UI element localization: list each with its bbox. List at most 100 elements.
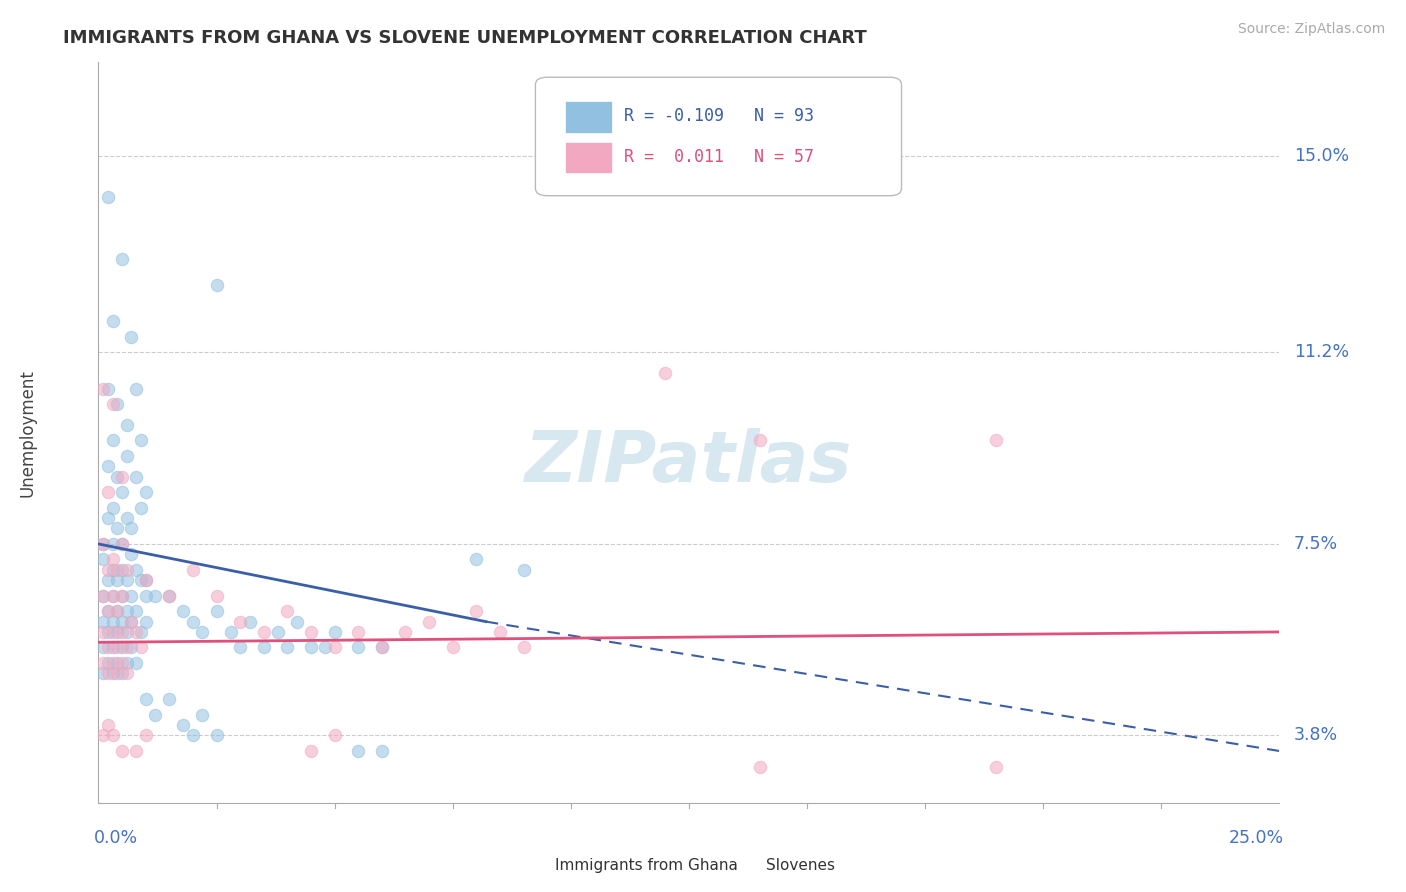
- Point: [135, 589, 157, 603]
- Bar: [565, 101, 612, 133]
- Point: [323, 729, 346, 743]
- Point: [97, 666, 120, 681]
- Point: [115, 511, 138, 525]
- Point: [465, 552, 488, 566]
- Point: [101, 434, 124, 448]
- Point: [105, 640, 128, 655]
- Point: [121, 547, 143, 561]
- Point: [105, 563, 128, 577]
- FancyBboxPatch shape: [536, 78, 901, 195]
- Point: [394, 624, 416, 639]
- Point: [143, 589, 166, 603]
- Point: [125, 744, 148, 758]
- Bar: [734, 857, 759, 873]
- Text: Source: ZipAtlas.com: Source: ZipAtlas.com: [1237, 22, 1385, 37]
- Text: 11.2%: 11.2%: [1294, 343, 1348, 361]
- Point: [299, 640, 322, 655]
- Point: [105, 624, 128, 639]
- Point: [181, 563, 204, 577]
- Point: [115, 624, 138, 639]
- Point: [121, 589, 143, 603]
- Point: [115, 604, 138, 618]
- Point: [91, 615, 114, 629]
- Point: [418, 615, 440, 629]
- Point: [347, 744, 370, 758]
- Point: [323, 624, 346, 639]
- Point: [111, 666, 134, 681]
- Point: [101, 537, 124, 551]
- Point: [111, 640, 134, 655]
- Point: [101, 397, 124, 411]
- Point: [105, 604, 128, 618]
- Point: [121, 330, 143, 344]
- Point: [115, 449, 138, 463]
- Point: [181, 615, 204, 629]
- Point: [105, 604, 128, 618]
- Point: [299, 624, 322, 639]
- Point: [125, 624, 148, 639]
- Point: [314, 640, 336, 655]
- Point: [111, 537, 134, 551]
- Point: [101, 314, 124, 328]
- Text: ZIPatlas: ZIPatlas: [526, 428, 852, 497]
- Point: [101, 589, 124, 603]
- Point: [347, 624, 370, 639]
- Point: [97, 640, 120, 655]
- Text: 0.0%: 0.0%: [94, 829, 138, 847]
- Point: [441, 640, 464, 655]
- Point: [125, 604, 148, 618]
- Point: [101, 500, 124, 515]
- Point: [129, 624, 152, 639]
- Point: [129, 640, 152, 655]
- Point: [512, 640, 534, 655]
- Point: [125, 656, 148, 670]
- Point: [115, 563, 138, 577]
- Point: [97, 604, 120, 618]
- Point: [111, 537, 134, 551]
- Point: [111, 615, 134, 629]
- Point: [129, 573, 152, 587]
- Point: [97, 485, 120, 500]
- Point: [984, 434, 1007, 448]
- Point: [512, 563, 534, 577]
- Point: [299, 744, 322, 758]
- Point: [984, 759, 1007, 773]
- Point: [97, 459, 120, 474]
- Point: [97, 511, 120, 525]
- Point: [489, 624, 512, 639]
- Point: [229, 640, 252, 655]
- Point: [105, 656, 128, 670]
- Text: R = -0.109   N = 93: R = -0.109 N = 93: [624, 108, 814, 126]
- Point: [172, 718, 194, 732]
- Text: IMMIGRANTS FROM GHANA VS SLOVENE UNEMPLOYMENT CORRELATION CHART: IMMIGRANTS FROM GHANA VS SLOVENE UNEMPLO…: [63, 29, 866, 47]
- Point: [115, 573, 138, 587]
- Point: [101, 666, 124, 681]
- Text: Immigrants from Ghana: Immigrants from Ghana: [555, 858, 738, 873]
- Point: [205, 589, 228, 603]
- Text: 3.8%: 3.8%: [1294, 726, 1337, 745]
- Text: R =  0.011   N = 57: R = 0.011 N = 57: [624, 148, 814, 166]
- Point: [111, 563, 134, 577]
- Text: 25.0%: 25.0%: [1229, 829, 1284, 847]
- Point: [157, 692, 180, 706]
- Point: [285, 615, 308, 629]
- Point: [97, 382, 120, 396]
- Point: [121, 521, 143, 535]
- Point: [125, 563, 148, 577]
- Point: [97, 624, 120, 639]
- Point: [91, 729, 114, 743]
- Point: [91, 382, 114, 396]
- Point: [135, 573, 157, 587]
- Point: [135, 615, 157, 629]
- Point: [239, 615, 262, 629]
- Point: [101, 552, 124, 566]
- Point: [111, 252, 134, 267]
- Point: [181, 729, 204, 743]
- Point: [135, 692, 157, 706]
- Point: [105, 573, 128, 587]
- Point: [97, 656, 120, 670]
- Point: [97, 718, 120, 732]
- Bar: [523, 857, 550, 873]
- Point: [101, 589, 124, 603]
- Point: [143, 707, 166, 722]
